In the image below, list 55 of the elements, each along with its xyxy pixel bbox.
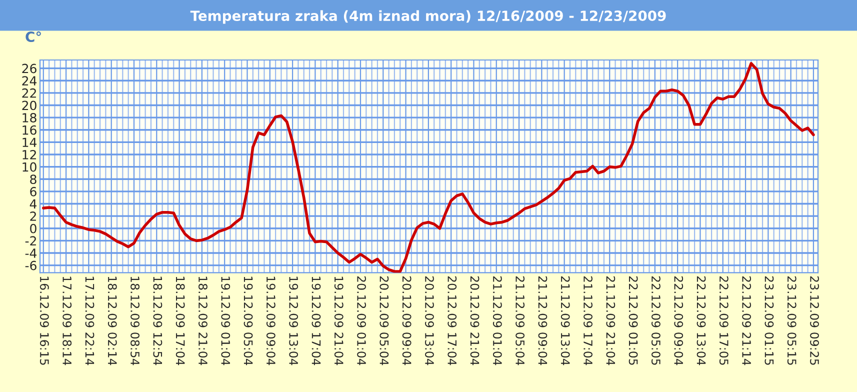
x-tick-label: 20.12.09 17:04	[448, 276, 457, 366]
y-tick-label: 12	[22, 150, 36, 160]
y-tick-label: 4	[30, 199, 37, 208]
x-tick-label: 20.12.09 01:04	[357, 276, 366, 366]
x-tick-label: 20.12.09 13:04	[425, 276, 434, 366]
x-tick-label: 19.12.09 01:04	[221, 276, 230, 366]
x-tick-label: 21.12.09 17:04	[584, 276, 592, 366]
line-series	[42, 62, 815, 273]
x-tick-label: 21.12.09 09:04	[538, 276, 548, 366]
x-tick-label: 19.12.09 13:04	[289, 276, 298, 366]
y-tick-label: -2	[25, 236, 36, 246]
y-tick-label: -4	[25, 248, 37, 258]
y-tick-label: 8	[30, 174, 36, 184]
x-tick-label: 18.12.09 21:04	[198, 276, 208, 366]
y-tick-label: 24	[22, 76, 37, 86]
y-tick-label: 18	[22, 113, 36, 122]
x-tick-label: 18.12.09 08:54	[130, 276, 140, 366]
x-tick-label: 19.12.09 09:04	[266, 276, 276, 366]
y-tick-label: 14	[22, 138, 37, 147]
x-tick-label: 16.12.09 16:15	[40, 276, 49, 365]
y-tick-label: 26	[22, 64, 36, 74]
y-tick-label: 20	[22, 100, 36, 110]
x-tick-label: 21.12.09 01:04	[492, 276, 502, 366]
x-tick-label: 21.12.09 05:04	[516, 276, 525, 366]
x-tick-label: 18.12.09 12:54	[153, 276, 162, 366]
x-tick-label: 22.12.09 21:14	[742, 276, 752, 366]
y-tick-label: -6	[25, 260, 36, 270]
x-tick-label: 18.12.09 02:14	[108, 276, 117, 366]
x-tick-label: 21.12.09 13:04	[560, 276, 570, 366]
x-tick-label: 20.12.09 21:04	[470, 276, 480, 366]
x-tick-label: 20.12.09 05:04	[380, 276, 389, 366]
x-tick-label: 22.12.09 05:05	[652, 276, 660, 365]
y-axis-title: C°	[26, 31, 41, 42]
y-tick-label: 22	[22, 88, 36, 98]
x-tick-label: 23.12.09 05:15	[787, 276, 796, 365]
x-tick-label: 19.12.09 05:04	[244, 276, 253, 366]
x-tick-label: 21.12.09 21:04	[606, 276, 616, 366]
x-tick-label: 19.12.09 17:04	[312, 276, 321, 366]
x-tick-label: 19.12.09 21:04	[334, 276, 344, 366]
y-tick-label: 6	[30, 186, 36, 196]
x-tick-label: 20.12.09 09:04	[402, 276, 412, 366]
x-tick-label: 22.12.09 17:05	[719, 276, 728, 365]
x-tick-label: 23.12.09 01:15	[764, 276, 774, 365]
x-tick-label: 17.12.09 22:14	[85, 276, 94, 366]
y-tick-label: 10	[22, 162, 36, 172]
x-tick-label: 22.12.09 13:04	[696, 276, 706, 366]
x-tick-label: 18.12.09 17:04	[176, 276, 185, 366]
chart-title: Temperatura zraka (4m iznad mora) 12/16/2009 - 12/23/2009	[190, 10, 666, 24]
x-tick-label: 23.12.09 09:25	[810, 276, 819, 365]
x-tick-label: 22.12.09 09:04	[674, 276, 684, 366]
y-tick-label: 0	[30, 224, 36, 234]
x-tick-label: 22.12.09 01:05	[628, 276, 638, 365]
x-tick-label: 17.12.09 18:14	[62, 276, 72, 366]
y-tick-label: 16	[22, 125, 36, 135]
y-tick-label: 2	[30, 212, 36, 221]
